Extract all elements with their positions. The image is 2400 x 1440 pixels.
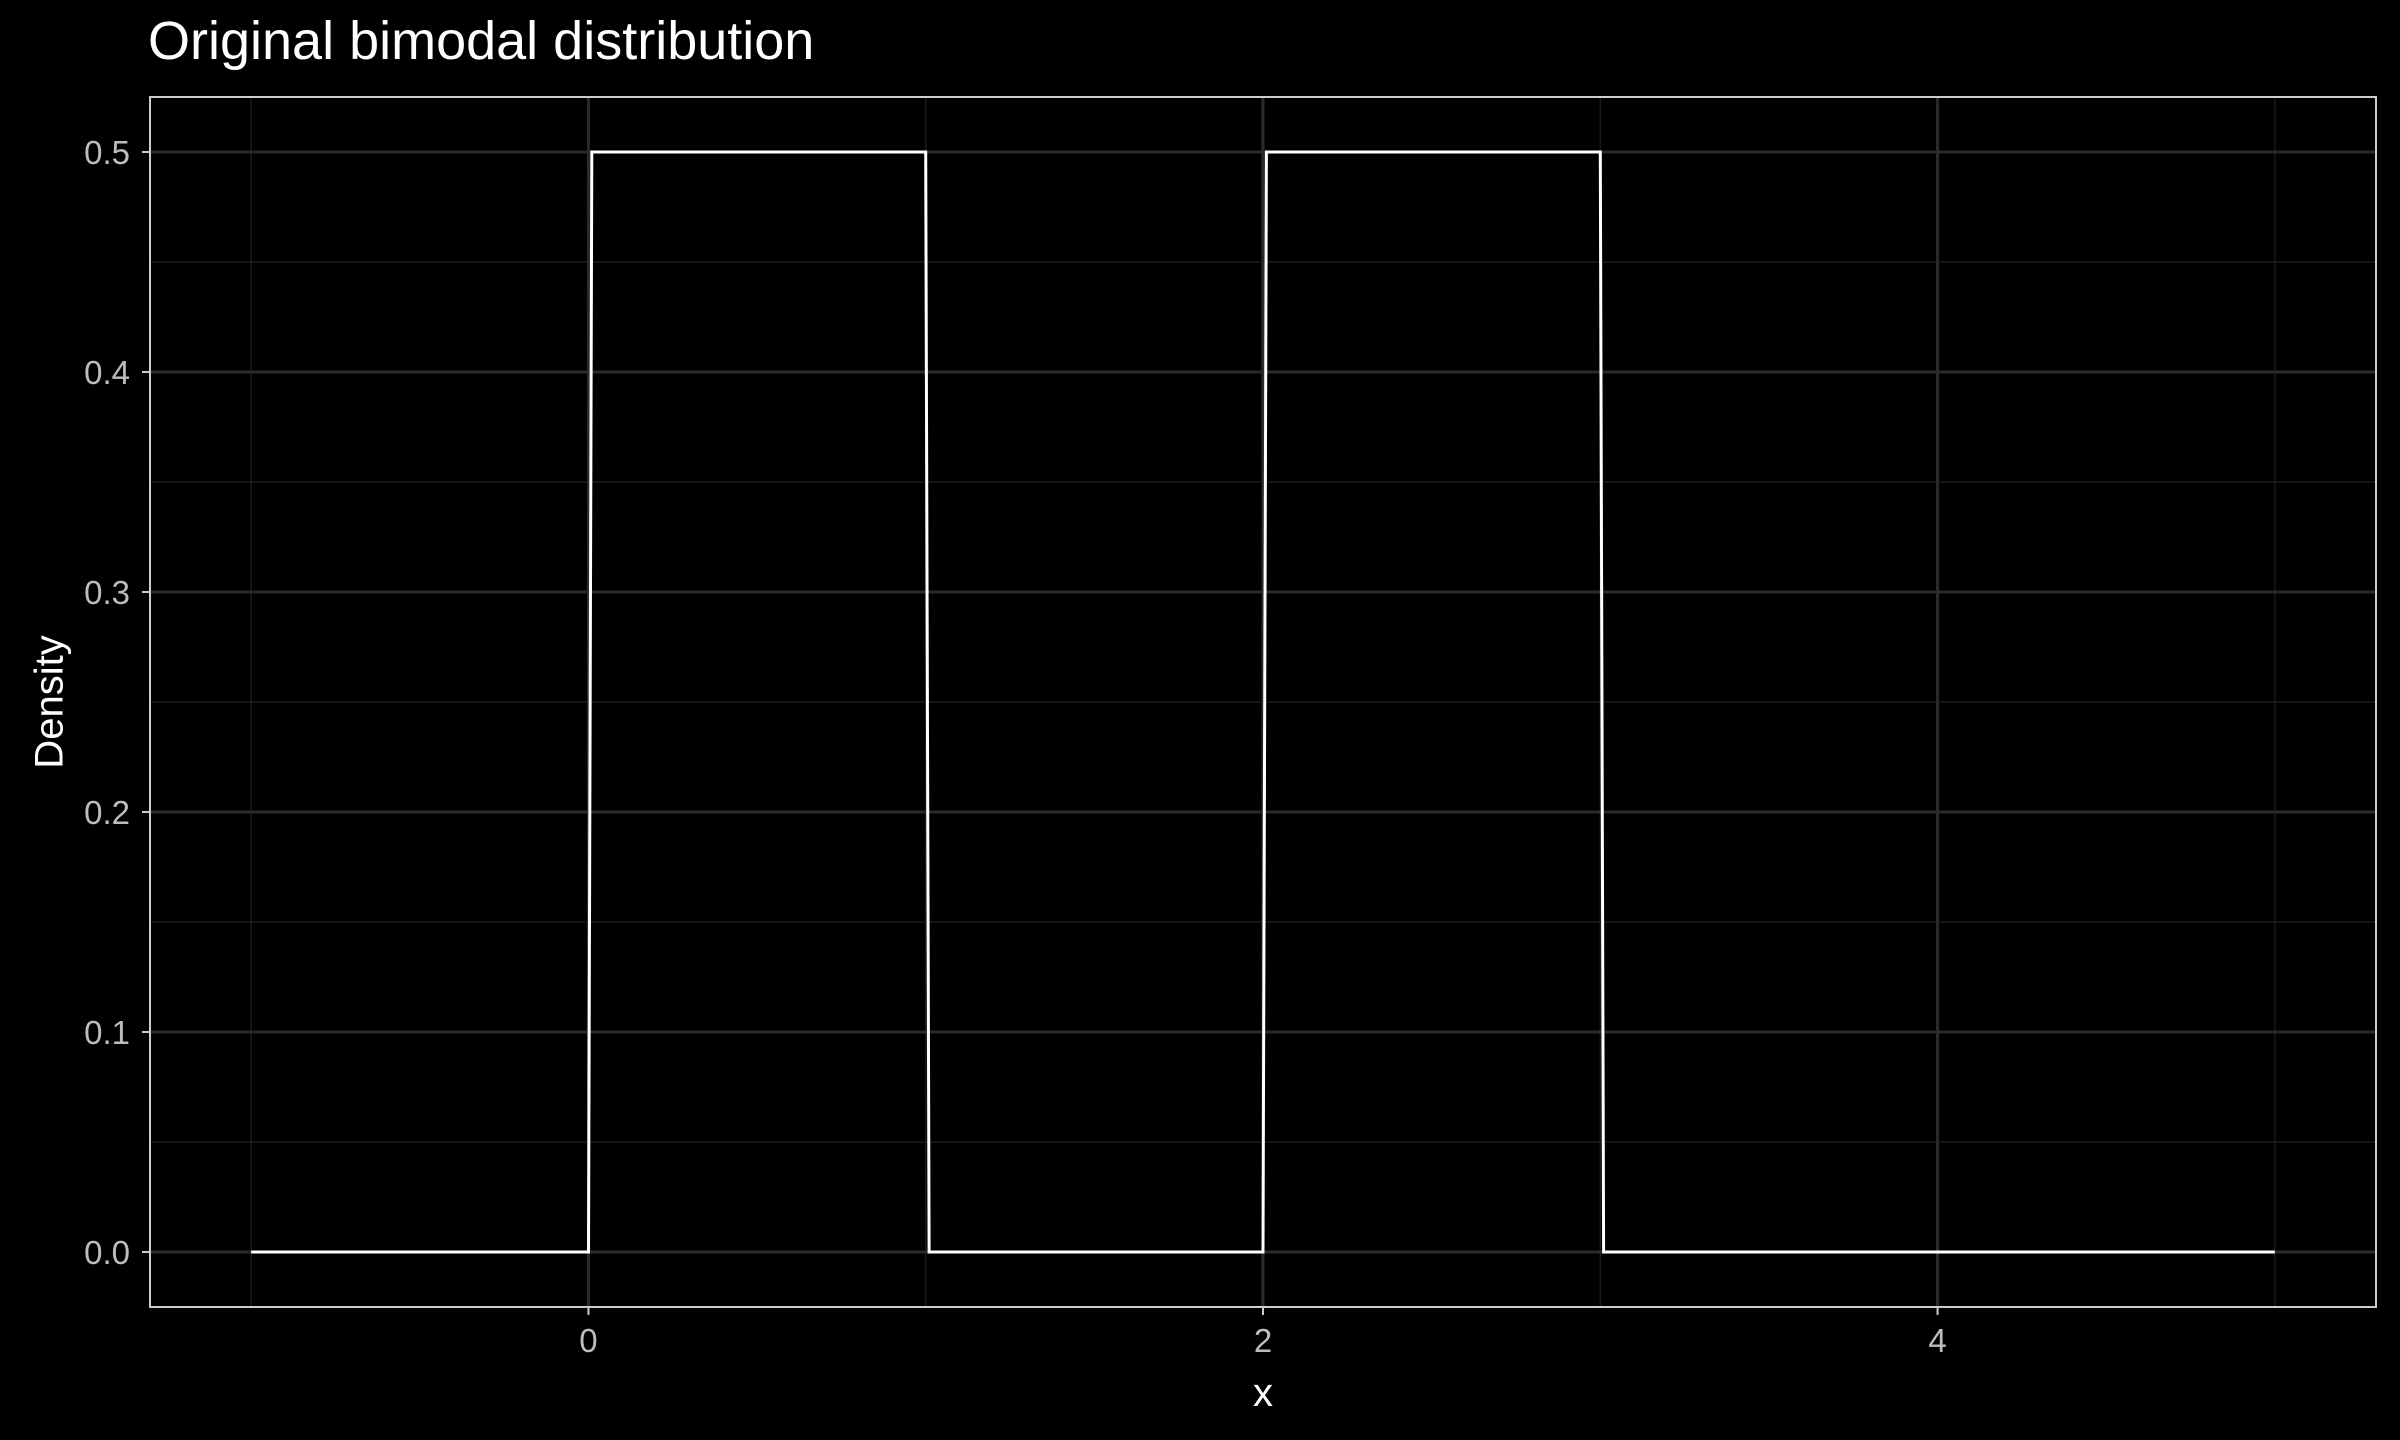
y-tick-label: 0.4 <box>84 354 130 391</box>
y-tick-label: 0.0 <box>84 1234 130 1271</box>
x-tick-label: 2 <box>1254 1322 1272 1359</box>
x-axis-title: x <box>1253 1371 1273 1415</box>
y-axis: 0.0 0.1 0.2 0.3 0.4 0.5 <box>84 134 150 1271</box>
x-tick-label: 4 <box>1928 1322 1946 1359</box>
y-tick-label: 0.1 <box>84 1014 130 1051</box>
x-axis: 0 2 4 <box>579 1307 1947 1359</box>
y-tick-label: 0.3 <box>84 574 130 611</box>
chart-title: Original bimodal distribution <box>148 11 815 71</box>
y-tick-label: 0.2 <box>84 794 130 831</box>
x-tick-label: 0 <box>579 1322 597 1359</box>
density-line <box>251 150 2275 1254</box>
y-axis-title: Density <box>28 635 72 768</box>
y-tick-label: 0.5 <box>84 134 130 171</box>
series-layer <box>251 150 2275 1254</box>
